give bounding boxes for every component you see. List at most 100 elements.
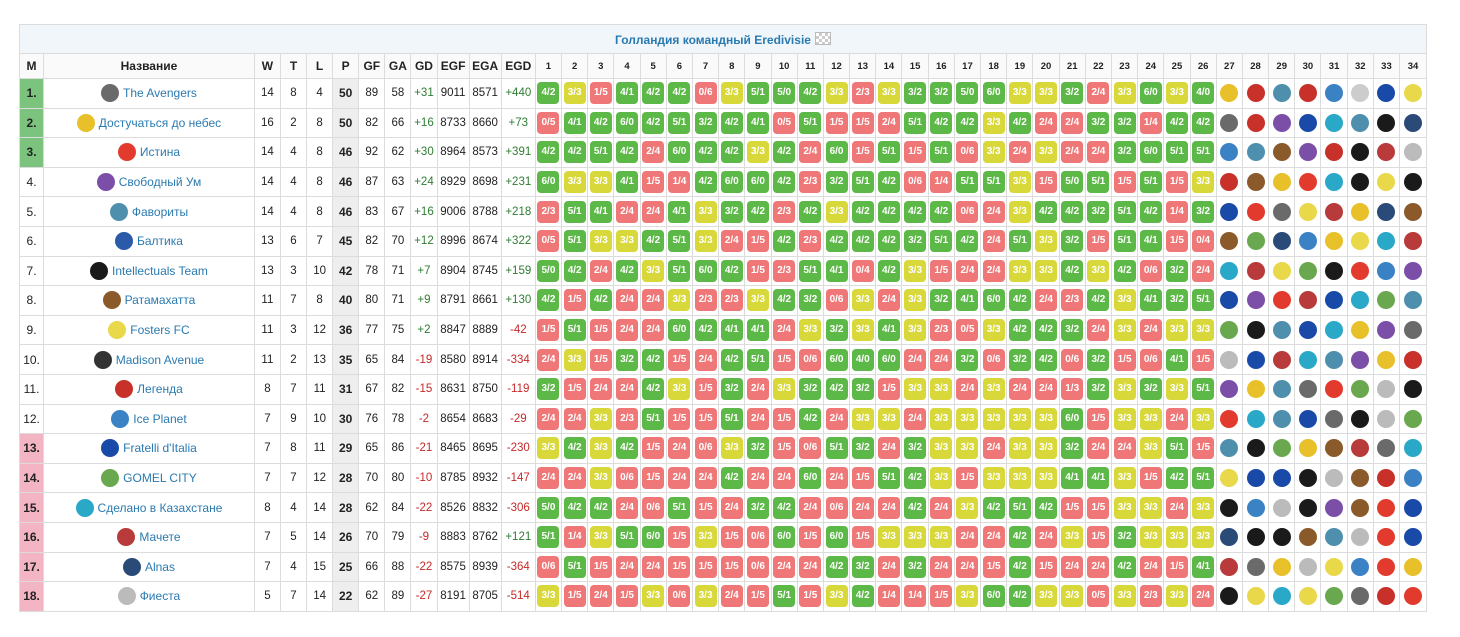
match-result[interactable]: 2/4 xyxy=(616,496,639,519)
match-result[interactable]: 6/0 xyxy=(825,348,848,371)
match-result[interactable]: 6/0 xyxy=(1139,82,1162,105)
match-result[interactable]: 3/2 xyxy=(1061,82,1084,105)
match-result[interactable]: 2/4 xyxy=(589,585,612,608)
match-result[interactable]: 3/3 xyxy=(694,230,717,253)
match-result[interactable]: 0/6 xyxy=(616,467,639,490)
match-result[interactable]: 4/1 xyxy=(616,171,639,194)
opponent-logo-icon[interactable] xyxy=(1272,439,1291,458)
opponent-logo-icon[interactable] xyxy=(1220,350,1239,369)
match-result[interactable]: 4/2 xyxy=(799,200,822,223)
match-result[interactable]: 1/5 xyxy=(589,555,612,578)
match-result[interactable]: 2/4 xyxy=(773,555,796,578)
match-result[interactable]: 4/2 xyxy=(694,319,717,342)
match-result[interactable]: 2/4 xyxy=(1165,407,1188,430)
opponent-logo-icon[interactable] xyxy=(1246,469,1265,488)
match-result[interactable]: 5/1 xyxy=(799,111,822,134)
match-result[interactable]: 3/2 xyxy=(1061,319,1084,342)
opponent-logo-icon[interactable] xyxy=(1351,261,1370,280)
match-result[interactable]: 2/4 xyxy=(773,467,796,490)
match-result[interactable]: 1/5 xyxy=(746,230,769,253)
match-result[interactable]: 0/6 xyxy=(982,348,1005,371)
match-result[interactable]: 4/1 xyxy=(589,200,612,223)
match-result[interactable]: 1/4 xyxy=(1165,200,1188,223)
opponent-logo-icon[interactable] xyxy=(1404,498,1423,517)
opponent-logo-icon[interactable] xyxy=(1298,113,1317,132)
match-result[interactable]: 2/4 xyxy=(746,467,769,490)
opponent-logo-icon[interactable] xyxy=(1325,232,1344,251)
match-result[interactable]: 2/4 xyxy=(877,289,900,312)
match-result[interactable]: 2/3 xyxy=(1139,585,1162,608)
match-result[interactable]: 4/2 xyxy=(1061,259,1084,282)
match-result[interactable]: 2/4 xyxy=(982,259,1005,282)
match-result[interactable]: 1/5 xyxy=(720,526,743,549)
match-result[interactable]: 3/3 xyxy=(851,407,874,430)
match-result[interactable]: 2/4 xyxy=(537,348,560,371)
match-result[interactable]: 3/3 xyxy=(1008,259,1031,282)
match-result[interactable]: 6/0 xyxy=(982,82,1005,105)
match-result[interactable]: 2/4 xyxy=(589,259,612,282)
opponent-logo-icon[interactable] xyxy=(1377,84,1396,103)
match-result[interactable]: 3/3 xyxy=(1139,496,1162,519)
match-result[interactable]: 4/1 xyxy=(720,319,743,342)
opponent-logo-icon[interactable] xyxy=(1246,84,1265,103)
match-result[interactable]: 5/1 xyxy=(642,407,665,430)
match-result[interactable]: 2/4 xyxy=(1061,111,1084,134)
match-result[interactable]: 5/1 xyxy=(1008,230,1031,253)
opponent-logo-icon[interactable] xyxy=(1351,291,1370,310)
opponent-logo-icon[interactable] xyxy=(1325,84,1344,103)
match-result[interactable]: 1/5 xyxy=(1139,467,1162,490)
opponent-logo-icon[interactable] xyxy=(1272,261,1291,280)
match-result[interactable]: 4/2 xyxy=(1035,319,1058,342)
match-result[interactable]: 5/1 xyxy=(537,526,560,549)
match-result[interactable]: 5/1 xyxy=(851,171,874,194)
match-result[interactable]: 2/4 xyxy=(616,378,639,401)
match-result[interactable]: 2/4 xyxy=(982,230,1005,253)
match-result[interactable]: 4/2 xyxy=(956,230,979,253)
match-result[interactable]: 1/4 xyxy=(904,585,927,608)
opponent-logo-icon[interactable] xyxy=(1325,321,1344,340)
match-result[interactable]: 2/4 xyxy=(982,437,1005,460)
match-result[interactable]: 3/2 xyxy=(930,82,953,105)
match-result[interactable]: 2/4 xyxy=(1192,585,1215,608)
match-result[interactable]: 3/3 xyxy=(1113,319,1136,342)
match-result[interactable]: 4/2 xyxy=(773,141,796,164)
opponent-logo-icon[interactable] xyxy=(1246,528,1265,547)
match-result[interactable]: 2/4 xyxy=(825,467,848,490)
match-result[interactable]: 2/3 xyxy=(851,82,874,105)
match-result[interactable]: 5/1 xyxy=(1165,141,1188,164)
opponent-logo-icon[interactable] xyxy=(1351,113,1370,132)
opponent-logo-icon[interactable] xyxy=(1246,143,1265,162)
match-result[interactable]: 3/3 xyxy=(589,230,612,253)
match-result[interactable]: 0/6 xyxy=(668,585,691,608)
match-result[interactable]: 4/2 xyxy=(1008,555,1031,578)
match-result[interactable]: 4/1 xyxy=(746,319,769,342)
match-result[interactable]: 4/2 xyxy=(563,496,586,519)
match-result[interactable]: 3/3 xyxy=(982,467,1005,490)
match-result[interactable]: 4/2 xyxy=(616,141,639,164)
match-result[interactable]: 3/3 xyxy=(668,289,691,312)
opponent-logo-icon[interactable] xyxy=(1377,261,1396,280)
match-result[interactable]: 4/2 xyxy=(589,496,612,519)
match-result[interactable]: 4/1 xyxy=(1192,555,1215,578)
opponent-logo-icon[interactable] xyxy=(1377,439,1396,458)
match-result[interactable]: 1/5 xyxy=(668,526,691,549)
match-result[interactable]: 3/3 xyxy=(1035,585,1058,608)
match-result[interactable]: 3/2 xyxy=(1192,200,1215,223)
match-result[interactable]: 2/4 xyxy=(563,407,586,430)
match-result[interactable]: 4/2 xyxy=(720,259,743,282)
opponent-logo-icon[interactable] xyxy=(1246,557,1265,576)
match-result[interactable]: 4/2 xyxy=(982,496,1005,519)
match-result[interactable]: 3/3 xyxy=(694,526,717,549)
match-result[interactable]: 4/1 xyxy=(616,82,639,105)
match-result[interactable]: 1/5 xyxy=(616,585,639,608)
match-result[interactable]: 1/5 xyxy=(746,259,769,282)
match-result[interactable]: 1/5 xyxy=(1113,348,1136,371)
match-result[interactable]: 4/2 xyxy=(904,496,927,519)
match-result[interactable]: 1/5 xyxy=(799,585,822,608)
match-result[interactable]: 1/5 xyxy=(694,407,717,430)
opponent-logo-icon[interactable] xyxy=(1404,557,1423,576)
opponent-logo-icon[interactable] xyxy=(1404,84,1423,103)
opponent-logo-icon[interactable] xyxy=(1377,143,1396,162)
match-result[interactable]: 0/4 xyxy=(851,259,874,282)
match-result[interactable]: 4/2 xyxy=(1087,289,1110,312)
